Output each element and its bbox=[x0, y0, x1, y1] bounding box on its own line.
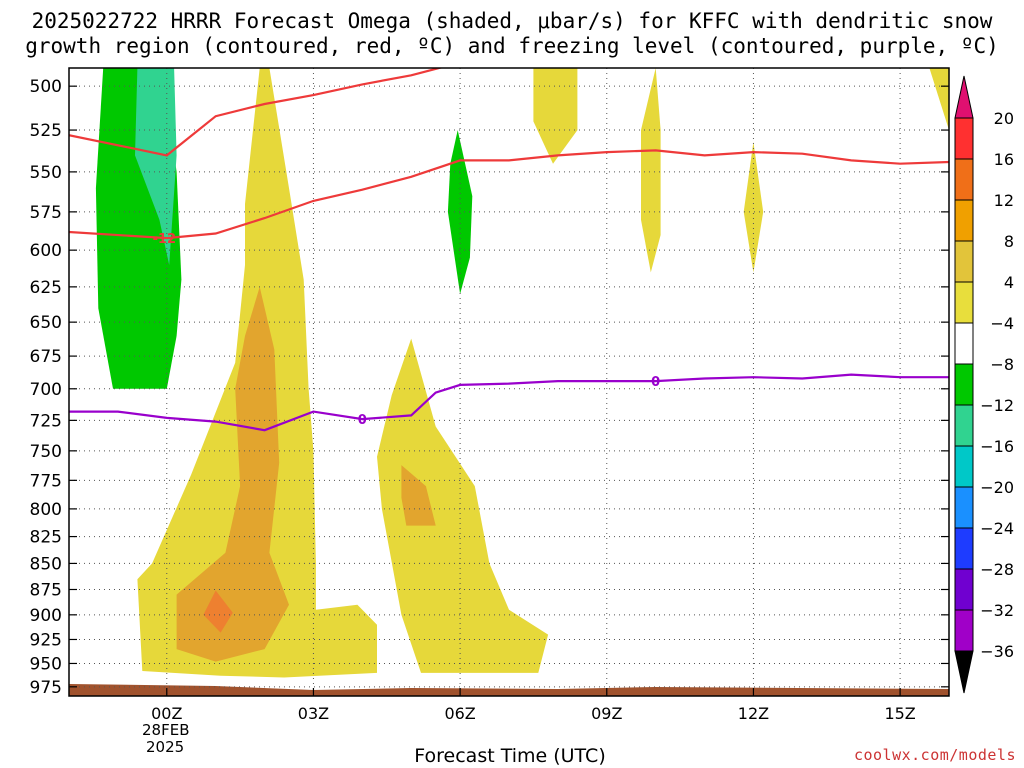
colorbar-box--8 bbox=[954, 363, 974, 406]
colorbar-box--28 bbox=[954, 568, 974, 611]
colorbar-label--36: −36 bbox=[980, 642, 1014, 661]
omega-positive-darkorange-900 bbox=[203, 590, 233, 633]
y-tick-label-650: 650 bbox=[30, 313, 62, 333]
contour-layer: -12 0 0 bbox=[69, 68, 949, 432]
x-tick-label-03Z: 03Z bbox=[298, 704, 329, 723]
colorbar-label--32: −32 bbox=[980, 601, 1014, 620]
colorbar-box--24 bbox=[954, 527, 974, 570]
y-tick-label-600: 600 bbox=[30, 241, 62, 261]
colorbar-label--28: −28 bbox=[980, 560, 1014, 579]
omega-positive-yellow-16z bbox=[929, 68, 949, 131]
y-tick-label-700: 700 bbox=[30, 380, 62, 400]
x-tick-label-15Z: 15Z bbox=[884, 704, 915, 723]
colorbar-box-4 bbox=[954, 281, 974, 324]
dgz-contour-label: -12 bbox=[153, 232, 177, 247]
dgz-contour-upper bbox=[69, 68, 444, 157]
x-tick-label-00Z: 00Z bbox=[151, 704, 182, 723]
colorbar-bottom-arrow bbox=[954, 650, 974, 694]
freezing-level-contour bbox=[69, 373, 949, 432]
colorbar-label--20: −20 bbox=[980, 478, 1014, 497]
colorbar: 20 16 12 8 4 −4 −8 −12 −16 −20 −24 −28 −32 −36 bbox=[954, 75, 1014, 694]
y-tick-label-775: 775 bbox=[30, 471, 62, 491]
colorbar-label-12: 12 bbox=[994, 191, 1014, 210]
y-tick-label-675: 675 bbox=[30, 347, 62, 367]
date-label-day: 28FEB bbox=[142, 721, 190, 739]
omega-positive-orange-main bbox=[176, 286, 289, 662]
y-tick-label-975: 975 bbox=[30, 678, 62, 698]
colorbar-box--32 bbox=[954, 609, 974, 652]
y-tick-label-575: 575 bbox=[30, 203, 62, 223]
y-tick-label-725: 725 bbox=[30, 411, 62, 431]
colorbar-label-16: 16 bbox=[994, 150, 1014, 169]
colorbar-label--4: −4 bbox=[990, 314, 1014, 333]
axes-layer: 500 525 550 575 600 625 650 675 700 725 750 775 800 8… bbox=[30, 67, 950, 723]
colorbar-label--24: −24 bbox=[980, 519, 1014, 538]
x-tick-label-12Z: 12Z bbox=[738, 704, 769, 723]
colorbar-label-8: 8 bbox=[1004, 232, 1014, 251]
omega-positive-yellow-05z bbox=[377, 338, 549, 673]
y-tick-label-525: 525 bbox=[30, 121, 62, 141]
omega-positive-yellow-10z bbox=[641, 68, 661, 273]
date-label-year: 2025 bbox=[146, 738, 185, 756]
x-tick-label-06Z: 06Z bbox=[444, 704, 475, 723]
colorbar-label-4: 4 bbox=[1004, 273, 1014, 292]
site-credit: coolwx.com/models bbox=[853, 746, 1016, 764]
colorbar-box-16 bbox=[954, 158, 974, 201]
colorbar-label-20: 20 bbox=[994, 109, 1014, 128]
colorbar-box-20 bbox=[954, 117, 974, 160]
y-tick-label-850: 850 bbox=[30, 554, 62, 574]
omega-positive-yellow-12z bbox=[743, 142, 764, 273]
y-tick-label-900: 900 bbox=[30, 606, 62, 626]
x-tick-label-09Z: 09Z bbox=[591, 704, 622, 723]
y-tick-label-625: 625 bbox=[30, 278, 62, 298]
plot-frame bbox=[68, 67, 950, 697]
y-tick-label-950: 950 bbox=[30, 654, 62, 674]
y-tick-label-500: 500 bbox=[30, 77, 62, 97]
omega-negative-teal-left bbox=[135, 68, 177, 265]
terrain-layer bbox=[69, 684, 949, 696]
colorbar-box--12 bbox=[954, 404, 974, 447]
colorbar-top-arrow bbox=[954, 75, 974, 119]
y-tick-label-550: 550 bbox=[30, 163, 62, 183]
terrain bbox=[69, 684, 949, 696]
freezing-contour-label-1: 0 bbox=[358, 413, 367, 428]
colorbar-box-12 bbox=[954, 199, 974, 242]
y-tick-label-875: 875 bbox=[30, 580, 62, 600]
y-tick-label-800: 800 bbox=[30, 500, 62, 520]
y-tick-label-825: 825 bbox=[30, 528, 62, 548]
colorbar-label--8: −8 bbox=[990, 355, 1014, 374]
omega-positive-yellow-08z bbox=[533, 68, 578, 164]
freezing-contour-label-2: 0 bbox=[651, 375, 660, 390]
chart-title-line-1: 2025022722 HRRR Forecast Omega (shaded, … bbox=[31, 9, 993, 33]
colorbar-box-8 bbox=[954, 240, 974, 283]
omega-negative-green-06z bbox=[447, 130, 473, 294]
colorbar-box--20 bbox=[954, 486, 974, 529]
colorbar-box--4 bbox=[954, 322, 974, 365]
dgz-contour-lower bbox=[69, 149, 949, 240]
y-tick-label-925: 925 bbox=[30, 630, 62, 650]
chart-title-line-2: growth region (contoured, red, ºC) and f… bbox=[25, 34, 999, 58]
colorbar-label--12: −12 bbox=[980, 396, 1014, 415]
x-axis-title: Forecast Time (UTC) bbox=[414, 745, 606, 767]
grid-layer bbox=[69, 68, 949, 696]
shaded-regions-layer bbox=[95, 68, 949, 678]
y-tick-label-750: 750 bbox=[30, 442, 62, 462]
colorbar-label--16: −16 bbox=[980, 437, 1014, 456]
colorbar-box--16 bbox=[954, 445, 974, 488]
